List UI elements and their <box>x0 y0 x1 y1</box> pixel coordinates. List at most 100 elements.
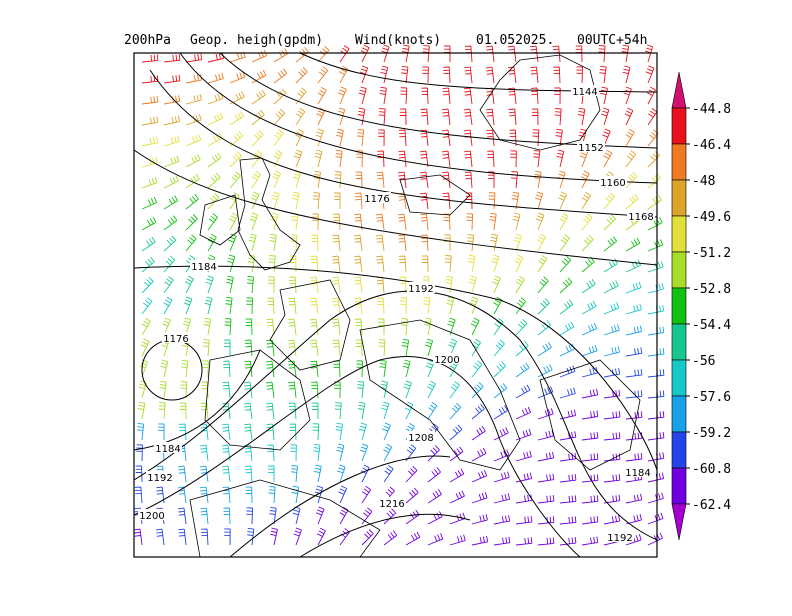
wind-barb <box>207 132 223 147</box>
wind-barb <box>647 129 659 147</box>
contour-label: 1176 <box>364 194 389 205</box>
wind-barb <box>537 364 553 378</box>
wind-barb <box>625 411 643 420</box>
wind-barb <box>552 45 561 63</box>
wind-barb <box>401 338 410 357</box>
wind-barb <box>464 66 473 84</box>
wind-barb <box>309 297 319 315</box>
wind-barb <box>623 86 632 105</box>
wind-barb <box>163 175 179 189</box>
wind-barb <box>339 65 349 84</box>
colorbar-label: -52.8 <box>692 282 731 297</box>
contour-line <box>229 455 451 558</box>
wind-barb <box>625 368 643 378</box>
colorbar-label: -44.8 <box>692 102 731 117</box>
wind-barb <box>251 69 267 84</box>
wind-barb <box>559 212 569 231</box>
wind-barb <box>155 528 165 546</box>
wind-barb <box>156 486 165 504</box>
wind-barb <box>576 66 584 84</box>
wind-barb <box>177 507 187 525</box>
wind-barb <box>135 465 143 483</box>
wind-barb <box>185 194 199 210</box>
wind-barb <box>471 447 487 462</box>
wind-barb <box>178 465 187 483</box>
colorbar-segment <box>671 215 687 253</box>
wind-barb <box>353 255 363 273</box>
wind-barb <box>178 528 187 546</box>
wind-barb <box>471 470 488 483</box>
wind-barb <box>533 170 542 189</box>
wind-barb <box>266 402 275 420</box>
wind-barb <box>141 75 159 84</box>
wind-barb <box>533 149 541 168</box>
wind-barb <box>360 44 370 63</box>
wind-barb <box>381 401 390 420</box>
wind-barb <box>647 217 663 231</box>
coastline <box>359 319 521 471</box>
wind-barb <box>378 108 386 126</box>
wind-barb <box>207 172 221 189</box>
wind-barb <box>199 444 209 462</box>
wind-barb <box>229 171 241 189</box>
wind-barb <box>647 195 662 210</box>
wind-barb <box>162 317 171 336</box>
wind-barb <box>601 107 610 126</box>
wind-barb <box>245 318 253 336</box>
wind-barb <box>315 128 324 147</box>
wind-barb <box>471 382 484 399</box>
wind-barb <box>380 65 389 84</box>
wind-barb <box>137 401 146 420</box>
wind-barb <box>602 128 611 147</box>
contour-label: 1152 <box>578 143 603 154</box>
wind-barb <box>442 192 451 210</box>
wind-barb <box>577 107 586 126</box>
wind-barb <box>427 467 441 483</box>
wind-barb <box>311 234 319 252</box>
wind-barb <box>493 296 503 315</box>
wind-barb <box>398 255 407 273</box>
wind-barb <box>441 150 451 168</box>
wind-barb <box>419 150 429 168</box>
wind-barb <box>316 527 326 546</box>
wind-barb <box>185 134 202 147</box>
wind-barb <box>426 380 436 399</box>
wind-barb <box>427 533 444 546</box>
wind-barb <box>581 300 597 315</box>
wind-barb <box>223 507 231 525</box>
wind-barb <box>141 236 156 252</box>
wind-barb <box>398 129 407 147</box>
wind-barb <box>354 297 363 315</box>
wind-barb <box>559 255 572 273</box>
wind-barb <box>141 116 159 126</box>
wind-barb <box>537 451 555 462</box>
wind-barb <box>553 66 561 84</box>
wind-barb <box>249 212 259 231</box>
wind-barb <box>507 45 517 63</box>
wind-barb <box>294 128 304 147</box>
wind-barb <box>556 149 565 168</box>
wind-barb <box>226 275 234 294</box>
wind-barb <box>581 256 595 273</box>
wind-barb <box>400 318 408 336</box>
wind-barb <box>647 390 665 399</box>
wind-barb <box>356 380 365 399</box>
wind-barb <box>647 304 665 315</box>
label-bg <box>162 332 190 343</box>
wind-barb <box>647 239 664 252</box>
wind-barb <box>136 444 143 462</box>
wind-barb <box>205 275 214 294</box>
wind-barb <box>581 474 599 483</box>
wind-barb <box>292 506 301 525</box>
colorbar-segment <box>671 395 687 433</box>
wind-barb <box>360 464 370 483</box>
wind-barb <box>309 318 319 336</box>
wind-barb <box>625 452 643 462</box>
wind-barb <box>427 445 440 462</box>
wind-barb <box>339 528 350 546</box>
wind-barb <box>535 212 545 231</box>
wind-barb <box>288 381 297 399</box>
wind-barb <box>467 254 476 273</box>
wind-barb <box>224 339 231 356</box>
wind-barb <box>603 324 620 336</box>
